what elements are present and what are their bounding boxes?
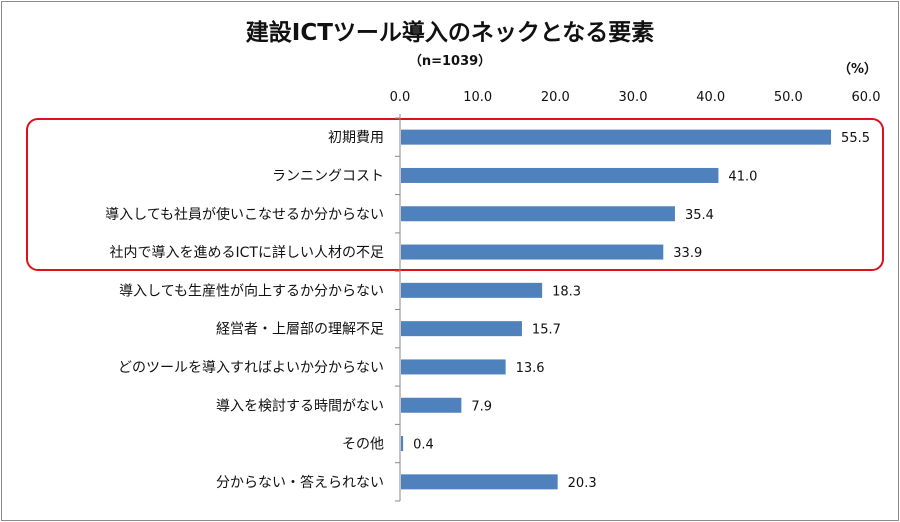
highlight-box [26, 118, 884, 271]
unit-label: （%） [838, 62, 878, 77]
category-label: 初期費用 [328, 129, 384, 146]
value-label: 7.9 [471, 399, 492, 414]
category-label: 社内で導入を進めるICTに詳しい人材の不足 [110, 245, 384, 261]
chart-subtitle: （n=1039） [408, 54, 492, 69]
x-tick-label: 30.0 [619, 90, 648, 105]
x-tick-label: 40.0 [696, 90, 725, 105]
value-label: 20.3 [568, 476, 597, 491]
chart-title: 建設ICTツール導入のネックとなる要素 [245, 20, 655, 46]
bar [401, 359, 506, 375]
category-label: ランニングコスト [272, 168, 384, 184]
value-label: 0.4 [413, 438, 434, 453]
category-label: 導入を検討する時間がない [216, 398, 384, 414]
bar [401, 206, 675, 222]
bar [401, 436, 404, 452]
category-label: どのツールを導入すればよいか分からない [118, 360, 384, 376]
x-tick-label: 50.0 [774, 90, 803, 105]
value-label: 15.7 [532, 323, 561, 338]
bar [401, 474, 558, 490]
bar [401, 321, 522, 337]
value-label: 41.0 [728, 169, 757, 184]
value-label: 55.5 [841, 131, 870, 146]
x-tick-label: 60.0 [852, 90, 881, 105]
value-label: 18.3 [552, 284, 581, 299]
bar [401, 282, 543, 298]
category-label: 導入しても社員が使いこなせるか分からない [105, 206, 384, 223]
value-label: 35.4 [685, 208, 714, 223]
value-label: 13.6 [516, 361, 545, 376]
x-tick-label: 10.0 [463, 90, 492, 105]
bar [401, 397, 462, 413]
category-label: 導入しても生産性が向上するか分からない [119, 283, 384, 299]
bar [401, 167, 719, 183]
x-tick-label: 0.0 [390, 90, 411, 105]
x-tick-label: 20.0 [541, 90, 570, 105]
value-label: 33.9 [673, 246, 702, 261]
category-label: その他 [342, 437, 384, 453]
bar [401, 129, 832, 145]
category-label: 経営者・上層部の理解不足 [216, 322, 384, 338]
category-label: 分からない・答えられない [216, 474, 384, 491]
bar [401, 244, 664, 260]
